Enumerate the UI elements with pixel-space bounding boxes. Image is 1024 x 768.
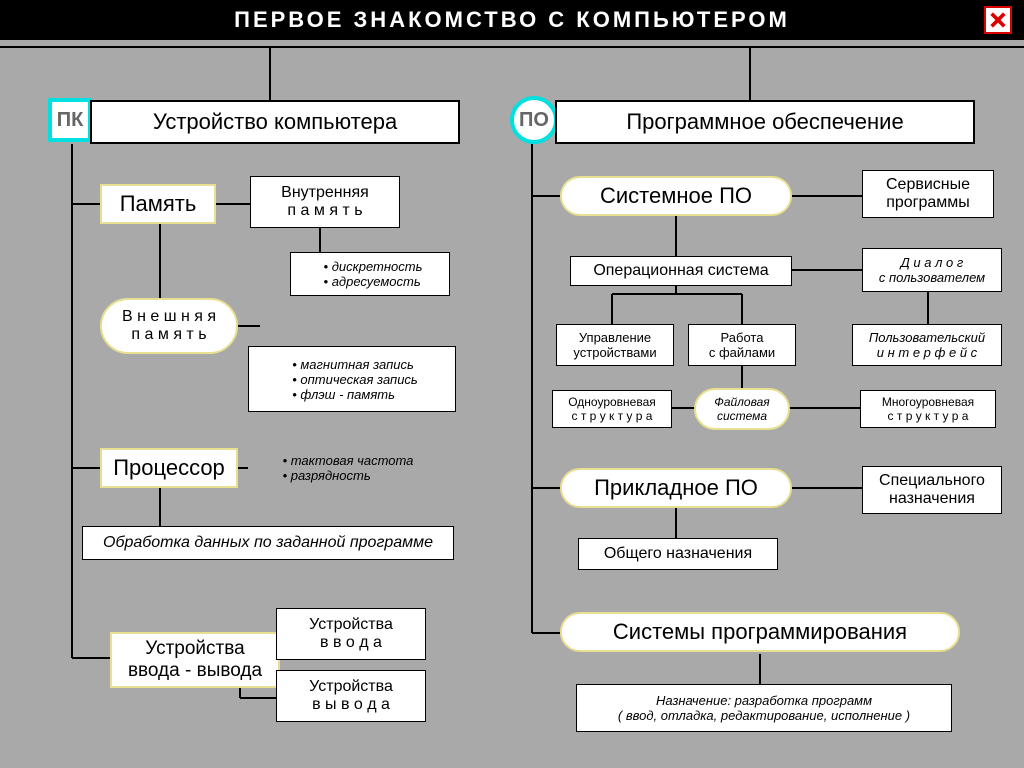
po-badge: ПО: [510, 96, 558, 144]
dialog-box: Д и а л о г с пользователем: [862, 248, 1002, 292]
external-memory-props: • магнитная запись • оптическая запись •…: [248, 346, 456, 412]
external-memory-pill: В н е ш н я я п а м я т ь: [100, 298, 238, 354]
io-devices-box: Устройства ввода - вывода: [110, 632, 280, 688]
close-button[interactable]: [984, 6, 1012, 34]
single-level-box: Одноуровневая с т р у к т у р а: [552, 390, 672, 428]
output-devices-box: Устройства в ы в о д а: [276, 670, 426, 722]
header-bar: ПЕРВОЕ ЗНАКОМСТВО С КОМПЬЮТЕРОМ: [0, 0, 1024, 40]
left-header: Устройство компьютера: [90, 100, 460, 144]
system-sw-pill: Системное ПО: [560, 176, 792, 216]
device-mgmt-box: Управление устройствами: [556, 324, 674, 366]
purpose-box: Назначение: разработка программ ( ввод, …: [576, 684, 952, 732]
os-box: Операционная система: [570, 256, 792, 286]
internal-memory-box: Внутренняя п а м я т ь: [250, 176, 400, 228]
close-icon: [989, 11, 1007, 29]
multi-level-box: Многоуровневая с т р у к т у р а: [860, 390, 996, 428]
application-sw-pill: Прикладное ПО: [560, 468, 792, 508]
input-devices-box: Устройства в в о д а: [276, 608, 426, 660]
programming-systems-pill: Системы программирования: [560, 612, 960, 652]
internal-memory-props: • дискретность • адресуемость: [290, 252, 450, 296]
filesystem-pill: Файловая система: [694, 388, 790, 430]
diagram-canvas: ПК Устройство компьютера ПО Программное …: [0, 48, 1024, 768]
user-interface-box: Пользовательский и н т е р ф е й с: [852, 324, 1002, 366]
processor-box: Процессор: [100, 448, 238, 488]
right-header: Программное обеспечение: [555, 100, 975, 144]
processor-props: • тактовая частота • разрядность: [248, 446, 448, 490]
file-work-box: Работа с файлами: [688, 324, 796, 366]
memory-box: Память: [100, 184, 216, 224]
pc-badge: ПК: [48, 98, 92, 142]
general-purpose-box: Общего назначения: [578, 538, 778, 570]
page-title: ПЕРВОЕ ЗНАКОМСТВО С КОМПЬЮТЕРОМ: [234, 7, 790, 33]
special-purpose-box: Специального назначения: [862, 466, 1002, 514]
processing-desc: Обработка данных по заданной программе: [82, 526, 454, 560]
service-programs-box: Сервисные программы: [862, 170, 994, 218]
